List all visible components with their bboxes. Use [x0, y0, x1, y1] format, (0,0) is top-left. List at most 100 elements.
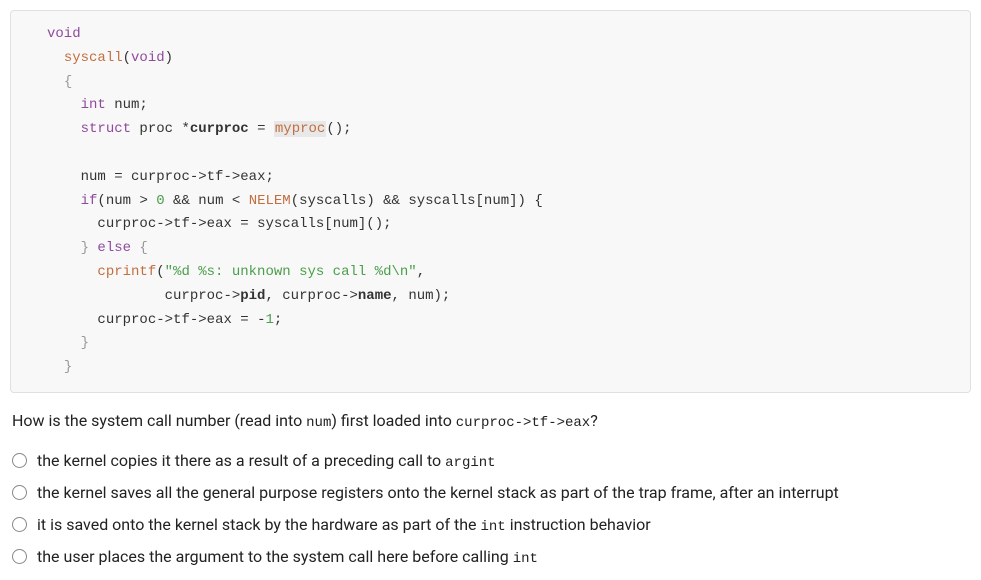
var: curproc: [190, 121, 249, 137]
code-block: void syscall(void) { int num; struct pro…: [10, 10, 971, 393]
option-mono: int: [481, 519, 506, 535]
option-row[interactable]: the kernel saves all the general purpose…: [0, 477, 981, 509]
option-label: the kernel copies it there as a result o…: [37, 451, 496, 471]
option-post: instruction behavior: [506, 515, 651, 534]
code-line: if(num > 0 && num < NELEM(syscalls) && s…: [11, 190, 970, 214]
ident: curproc: [97, 312, 156, 328]
op: =: [114, 169, 131, 185]
space: [240, 193, 248, 209]
code-line: num = curproc->tf->eax;: [11, 166, 970, 190]
op: ->: [223, 169, 240, 185]
ident: num;: [106, 97, 148, 113]
op: *: [181, 121, 189, 137]
function-name: myproc: [275, 121, 325, 137]
function-name: NELEM: [249, 193, 291, 209]
function-name: syscall: [64, 50, 123, 66]
space: [148, 193, 156, 209]
punct: ;: [274, 312, 282, 328]
option-mono: int: [513, 551, 538, 567]
code-line: curproc->pid, curproc->name, num);: [11, 285, 970, 309]
code-line: void: [11, 23, 970, 47]
keyword: struct: [81, 121, 131, 137]
brace: {: [64, 74, 72, 90]
op: ->: [156, 216, 173, 232]
code-line: {: [11, 71, 970, 95]
radio-icon[interactable]: [12, 517, 27, 532]
code-line: syscall(void): [11, 47, 970, 71]
punct: ,: [417, 264, 425, 280]
code-line: [11, 142, 970, 166]
question-post: ?: [590, 411, 598, 430]
radio-icon[interactable]: [12, 453, 27, 468]
op: =: [249, 121, 274, 137]
question-mid: ) first loaded into: [331, 411, 455, 430]
option-mono: argint: [445, 455, 495, 471]
punct: ): [165, 50, 173, 66]
ident: tf: [173, 312, 190, 328]
ident: (syscalls) && syscalls[num]) {: [291, 193, 543, 209]
option-pre: the user places the argument to the syst…: [37, 547, 513, 566]
op: ->: [190, 169, 207, 185]
question-pre: How is the system call number (read into: [12, 411, 306, 430]
op: =: [240, 216, 257, 232]
op: ->: [223, 288, 240, 304]
ident: curproc: [165, 288, 224, 304]
brace: {: [131, 240, 148, 256]
ident: tf: [207, 169, 224, 185]
option-row[interactable]: the user places the argument to the syst…: [0, 541, 981, 573]
function-name: cprintf: [97, 264, 156, 280]
brace: }: [81, 335, 89, 351]
keyword: int: [81, 97, 106, 113]
punct: (: [156, 264, 164, 280]
punct: (: [123, 50, 131, 66]
ident: (num: [97, 193, 139, 209]
option-pre: it is saved onto the kernel stack by the…: [37, 515, 481, 534]
code-line: struct proc *curproc = myproc();: [11, 118, 970, 142]
op: -: [257, 312, 265, 328]
ident: && num: [165, 193, 232, 209]
code-line: curproc->tf->eax = syscalls[num]();: [11, 213, 970, 237]
ident: eax: [240, 169, 265, 185]
code-line: }: [11, 356, 970, 380]
var: pid: [240, 288, 265, 304]
radio-icon[interactable]: [12, 549, 27, 564]
option-pre: the kernel copies it there as a result o…: [37, 451, 445, 470]
string: "%d %s: unknown sys call %d\n": [165, 264, 417, 280]
option-row[interactable]: it is saved onto the kernel stack by the…: [0, 509, 981, 541]
ident: eax: [207, 216, 241, 232]
code-line: }: [11, 332, 970, 356]
option-row[interactable]: the kernel copies it there as a result o…: [0, 445, 981, 477]
keyword: void: [131, 50, 165, 66]
brace: }: [81, 240, 98, 256]
ident: num: [81, 169, 115, 185]
code-line: } else {: [11, 237, 970, 261]
option-pre: the kernel saves all the general purpose…: [37, 483, 839, 502]
ident: curproc: [131, 169, 190, 185]
ident: , curproc: [265, 288, 341, 304]
option-label: the user places the argument to the syst…: [37, 547, 538, 567]
radio-icon[interactable]: [12, 485, 27, 500]
number: 1: [266, 312, 274, 328]
op: ->: [341, 288, 358, 304]
op: ->: [156, 312, 173, 328]
op: >: [139, 193, 147, 209]
ident: eax: [207, 312, 241, 328]
ident: , num);: [392, 288, 451, 304]
ident: curproc: [97, 216, 156, 232]
ident: tf: [173, 216, 190, 232]
number: 0: [156, 193, 164, 209]
question-mono: num: [306, 415, 331, 431]
brace: }: [64, 359, 72, 375]
option-label: the kernel saves all the general purpose…: [37, 483, 839, 503]
ident: proc: [131, 121, 181, 137]
highlight: myproc: [274, 121, 326, 137]
keyword: if: [81, 193, 98, 209]
code-line: curproc->tf->eax = -1;: [11, 309, 970, 333]
var: name: [358, 288, 392, 304]
question-text: How is the system call number (read into…: [0, 411, 981, 445]
ident: syscalls[num]();: [257, 216, 391, 232]
punct: ;: [266, 169, 274, 185]
punct: ();: [326, 121, 351, 137]
op: =: [240, 312, 257, 328]
option-label: it is saved onto the kernel stack by the…: [37, 515, 651, 535]
